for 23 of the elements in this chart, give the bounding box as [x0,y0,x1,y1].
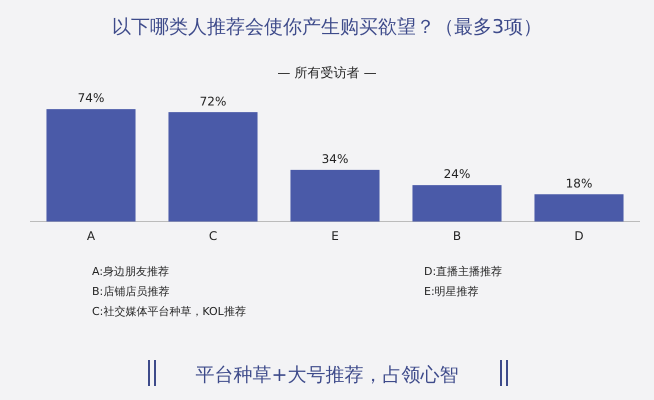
x-tick-label: C [208,228,218,243]
bar [412,185,502,222]
text: B:店铺店员推荐 [92,284,170,300]
x-tick-label: A [86,228,96,243]
data-label: 24% [444,167,470,182]
bar [534,194,624,222]
bar [290,170,380,222]
data-label: 74% [78,91,104,106]
chart-title: 以下哪类人推荐会使你产生购买欲望？（最多3项） [110,15,544,40]
text: D:直播主播推荐 [424,264,504,280]
x-tick-label: D [574,228,584,243]
data-label: 18% [566,176,592,190]
data-label: 34% [322,152,348,166]
x-tick-label: E [331,228,339,243]
text: A:身边朋友推荐 [92,264,170,280]
text: C:社交媒体平台种草，KOL推荐 [92,304,247,320]
bar [46,109,136,222]
chart-subtitle: — 所有受访者 — [276,65,378,82]
text: E:明星推荐 [424,284,480,300]
x-tick-label: B [452,228,462,243]
data-label: 72% [200,94,226,108]
bar [168,112,258,222]
text: 平台种草+大号推荐，占领心智 [194,363,460,388]
